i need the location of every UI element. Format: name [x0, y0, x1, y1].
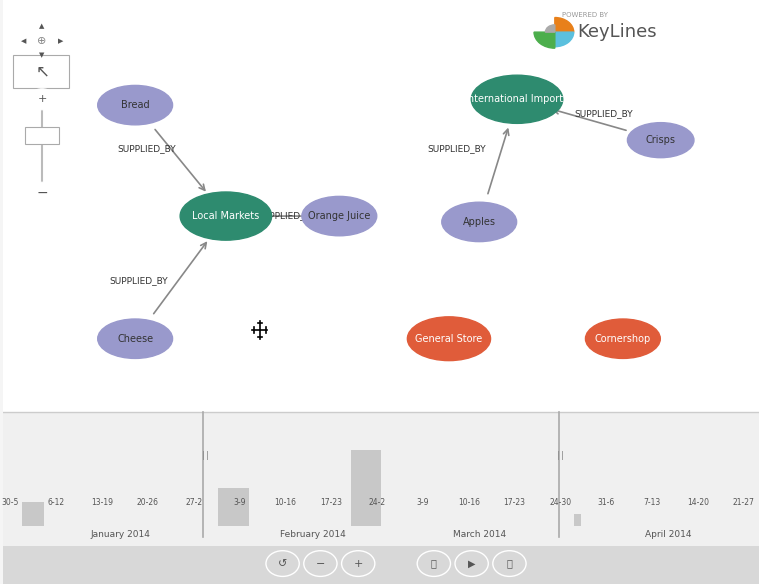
FancyBboxPatch shape: [22, 502, 44, 526]
Text: Cornershop: Cornershop: [595, 333, 651, 344]
Text: KeyLines: KeyLines: [578, 23, 657, 41]
Circle shape: [29, 182, 55, 203]
Ellipse shape: [585, 319, 660, 359]
Text: ▶: ▶: [58, 38, 64, 44]
Ellipse shape: [408, 317, 490, 361]
Text: 3-9: 3-9: [233, 498, 246, 507]
Ellipse shape: [628, 123, 694, 158]
Text: General Store: General Store: [415, 333, 483, 344]
Text: SUPPLIED_BY: SUPPLIED_BY: [117, 144, 176, 154]
FancyBboxPatch shape: [26, 127, 58, 144]
Circle shape: [14, 19, 71, 63]
Text: ⏪: ⏪: [431, 558, 436, 569]
Text: SUPPLIED_BY: SUPPLIED_BY: [575, 109, 633, 119]
Ellipse shape: [302, 196, 376, 236]
Text: March 2014: March 2014: [452, 530, 505, 539]
Text: −: −: [36, 186, 48, 200]
Text: ▲: ▲: [39, 23, 45, 29]
Text: +: +: [354, 558, 363, 569]
Text: 10-16: 10-16: [275, 498, 297, 507]
Text: SUPPLIED_BY: SUPPLIED_BY: [427, 144, 486, 154]
Text: ↺: ↺: [278, 558, 288, 569]
Text: ▶: ▶: [468, 558, 475, 569]
Text: Crisps: Crisps: [646, 135, 676, 145]
Text: ↖: ↖: [35, 62, 49, 80]
Text: SUPPLIED_BY: SUPPLIED_BY: [257, 211, 316, 221]
Wedge shape: [555, 18, 574, 32]
FancyBboxPatch shape: [351, 450, 381, 526]
Text: 3-9: 3-9: [417, 498, 430, 507]
Text: International Imports: International Imports: [465, 94, 568, 105]
Text: 7-13: 7-13: [644, 498, 661, 507]
Text: 27-2: 27-2: [185, 498, 203, 507]
Text: SUPPLIED_BY: SUPPLIED_BY: [109, 276, 168, 285]
Text: 17-23: 17-23: [320, 498, 342, 507]
Text: 21-27: 21-27: [733, 498, 754, 507]
Text: ⏩: ⏩: [506, 558, 512, 569]
Text: 6-12: 6-12: [48, 498, 65, 507]
Text: Orange Juice: Orange Juice: [308, 211, 370, 221]
Text: +: +: [37, 94, 47, 105]
Text: April 2014: April 2014: [645, 530, 691, 539]
Ellipse shape: [442, 202, 517, 242]
Text: ||: ||: [200, 451, 210, 460]
Text: Cheese: Cheese: [117, 333, 153, 344]
Text: POWERED BY: POWERED BY: [562, 12, 608, 18]
FancyBboxPatch shape: [219, 488, 248, 526]
Text: 13-19: 13-19: [91, 498, 113, 507]
Text: ◀: ◀: [20, 38, 26, 44]
FancyBboxPatch shape: [3, 546, 759, 584]
Text: −: −: [316, 558, 325, 569]
Text: 24-2: 24-2: [369, 498, 386, 507]
FancyBboxPatch shape: [574, 514, 581, 526]
Text: ▼: ▼: [39, 53, 45, 58]
Wedge shape: [546, 25, 555, 32]
Wedge shape: [534, 32, 555, 48]
Circle shape: [29, 89, 55, 110]
Ellipse shape: [98, 319, 172, 359]
Text: January 2014: January 2014: [90, 530, 150, 539]
Text: 17-23: 17-23: [504, 498, 526, 507]
Text: 20-26: 20-26: [137, 498, 159, 507]
Text: 10-16: 10-16: [458, 498, 480, 507]
Text: 14-20: 14-20: [687, 498, 709, 507]
Text: 31-6: 31-6: [598, 498, 615, 507]
FancyBboxPatch shape: [3, 0, 759, 412]
Wedge shape: [555, 32, 574, 47]
Ellipse shape: [98, 85, 172, 125]
Text: Local Markets: Local Markets: [192, 211, 260, 221]
Ellipse shape: [180, 192, 272, 240]
Text: 24-30: 24-30: [550, 498, 572, 507]
Text: Apples: Apples: [463, 217, 496, 227]
Text: 30-5: 30-5: [2, 498, 19, 507]
Text: ⊕: ⊕: [37, 36, 47, 46]
Text: ||: ||: [556, 451, 566, 460]
FancyBboxPatch shape: [3, 412, 759, 584]
Ellipse shape: [471, 75, 562, 123]
Text: February 2014: February 2014: [280, 530, 345, 539]
Text: Bread: Bread: [121, 100, 150, 110]
FancyBboxPatch shape: [13, 55, 69, 88]
